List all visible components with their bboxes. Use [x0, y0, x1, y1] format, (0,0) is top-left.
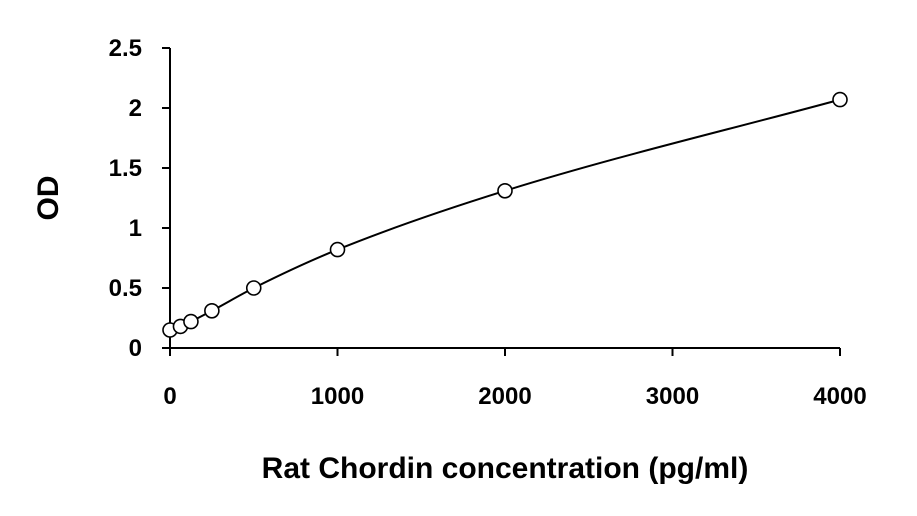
y-tick-label: 1 — [129, 215, 142, 242]
x-tick-label: 4000 — [813, 383, 866, 410]
y-ticks: 0 0.5 1 1.5 2 2.5 — [109, 35, 170, 362]
data-point — [832, 91, 848, 108]
data-point — [183, 313, 199, 330]
x-axis-title: Rat Chordin concentration (pg/ml) — [262, 452, 749, 485]
x-tick-label: 3000 — [646, 383, 699, 410]
data-point — [497, 183, 513, 199]
y-tick-label: 2 — [129, 95, 142, 122]
y-tick-label: 0.5 — [109, 275, 142, 302]
x-tick-label: 1000 — [311, 383, 364, 410]
x-tick-label: 0 — [163, 383, 176, 410]
data-points — [162, 91, 848, 338]
x-ticks: 0 1000 2000 3000 4000 — [163, 348, 867, 410]
y-tick-label: 0 — [129, 335, 142, 362]
data-point — [245, 280, 262, 296]
y-axis-title: OD — [32, 176, 65, 221]
y-tick-label: 1.5 — [109, 155, 142, 182]
x-tick-label: 2000 — [478, 383, 531, 410]
y-tick-label: 2.5 — [109, 35, 142, 62]
data-point — [329, 241, 346, 258]
fit-curve — [169, 98, 841, 331]
data-point — [204, 302, 220, 319]
